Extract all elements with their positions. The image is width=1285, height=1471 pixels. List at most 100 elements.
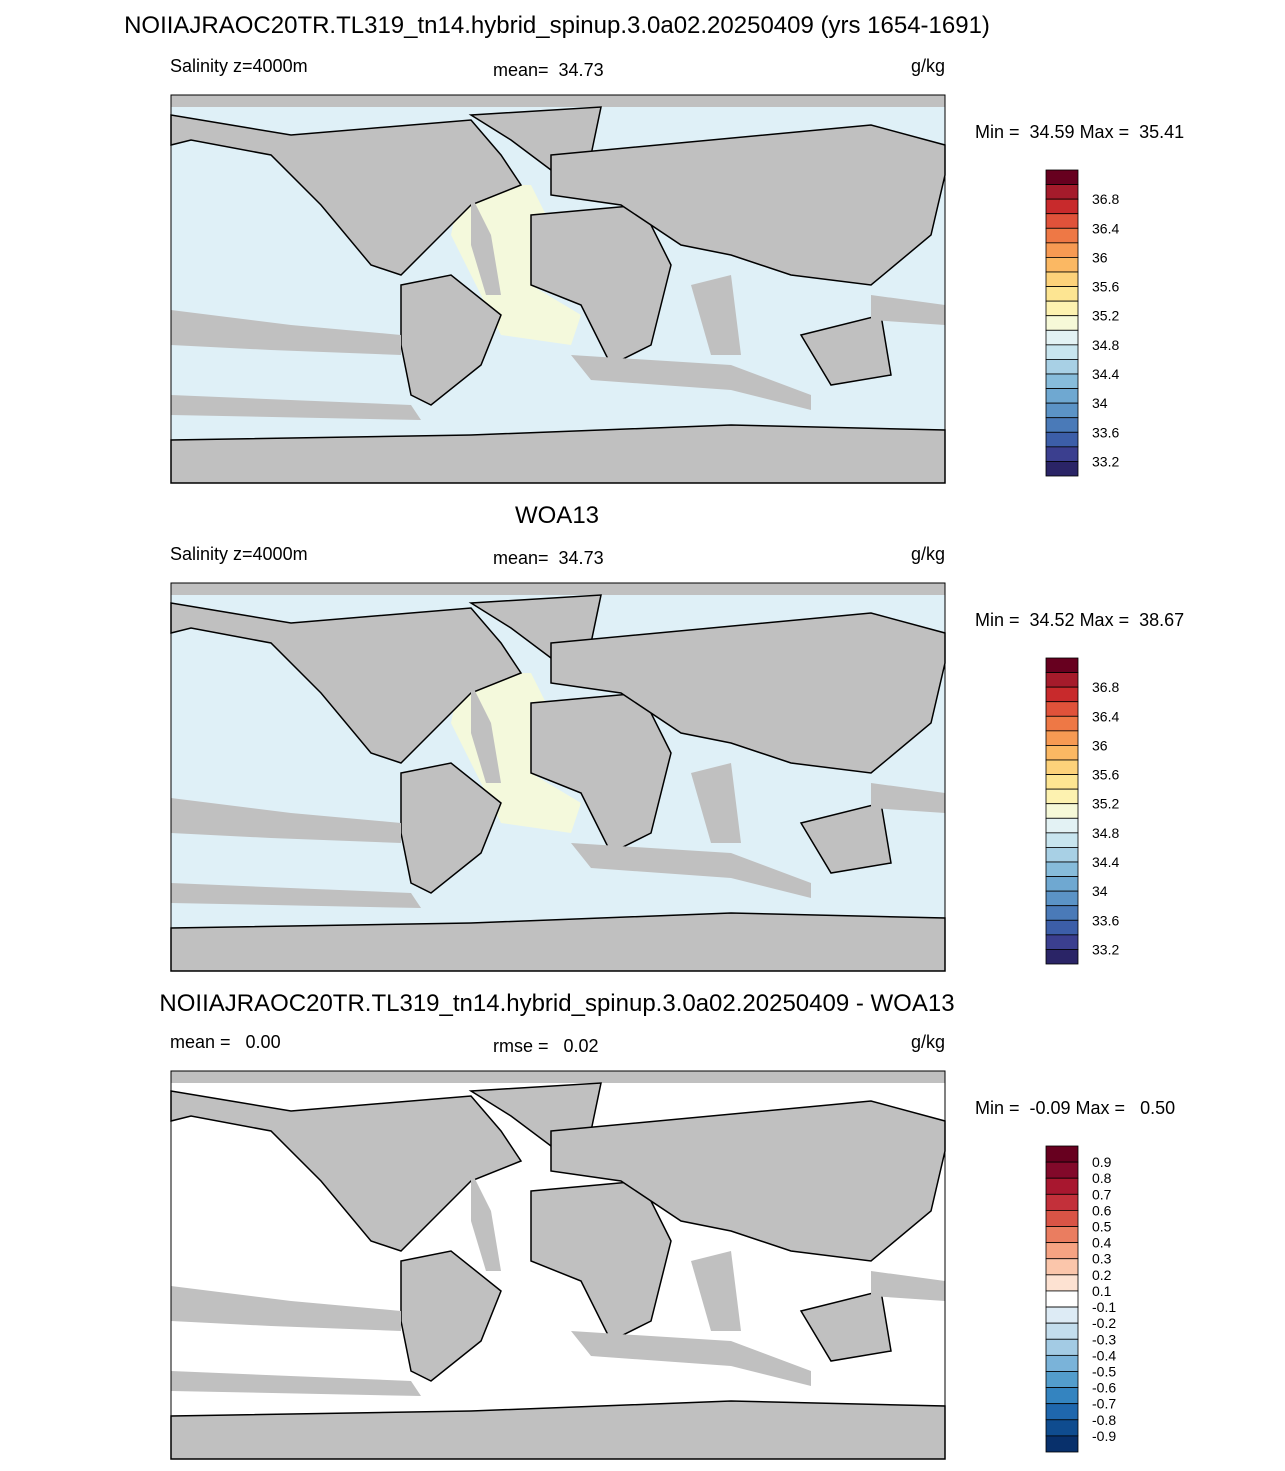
colorbar-label: 34.8 bbox=[1092, 337, 1119, 353]
units: g/kg bbox=[911, 56, 945, 76]
colorbar-box bbox=[1045, 1274, 1079, 1292]
colorbar-box bbox=[1045, 934, 1079, 950]
colorbar-label: 36.4 bbox=[1092, 220, 1119, 236]
panel-title: NOIIAJRAOC20TR.TL319_tn14.hybrid_spinup.… bbox=[159, 990, 954, 1017]
colorbar-label: -0.9 bbox=[1092, 1428, 1116, 1444]
colorbar-label: 0.8 bbox=[1092, 1170, 1112, 1186]
colorbar-label: 0.9 bbox=[1092, 1154, 1112, 1170]
colorbar-label: 35.2 bbox=[1092, 796, 1119, 812]
colorbar-box bbox=[1045, 832, 1079, 848]
colorbar-box bbox=[1045, 1371, 1079, 1388]
min-max: Min = 34.52 Max = 38.67 bbox=[975, 610, 1184, 630]
colorbar-box bbox=[1045, 657, 1079, 673]
left-label: mean = 0.00 bbox=[170, 1032, 281, 1052]
min-max: Min = 34.59 Max = 35.41 bbox=[975, 122, 1184, 142]
colorbar-box bbox=[1045, 686, 1079, 703]
colorbar-box bbox=[1045, 1306, 1079, 1324]
colorbar-label: 0.5 bbox=[1092, 1219, 1112, 1235]
colorbar-box bbox=[1045, 1387, 1079, 1405]
colorbar-box bbox=[1045, 745, 1079, 761]
panel-title: WOA13 bbox=[515, 502, 599, 529]
colorbar-box bbox=[1045, 461, 1079, 477]
colorbar-box bbox=[1045, 446, 1079, 462]
colorbar-box bbox=[1045, 1322, 1079, 1340]
colorbar-label: 35.6 bbox=[1092, 279, 1119, 295]
units: g/kg bbox=[911, 544, 945, 564]
colorbar-box bbox=[1045, 198, 1079, 215]
colorbar-box bbox=[1045, 1242, 1079, 1260]
colorbar-box bbox=[1045, 1435, 1079, 1453]
colorbar-box bbox=[1045, 759, 1079, 775]
colorbar-box bbox=[1045, 1258, 1079, 1276]
colorbar-label: -0.5 bbox=[1092, 1363, 1116, 1379]
colorbar-box bbox=[1045, 286, 1079, 302]
colorbar-label: 0.7 bbox=[1092, 1186, 1112, 1202]
colorbar-label: 33.6 bbox=[1092, 424, 1119, 440]
colorbar-box bbox=[1045, 1161, 1079, 1179]
colorbar-label: 34 bbox=[1092, 395, 1108, 411]
colorbar-box bbox=[1045, 169, 1079, 185]
colorbar-label: -0.1 bbox=[1092, 1299, 1116, 1315]
colorbar-box bbox=[1045, 715, 1079, 732]
colorbar-box bbox=[1045, 431, 1079, 448]
colorbar-box bbox=[1045, 1145, 1079, 1163]
colorbar-label: 33.2 bbox=[1092, 941, 1119, 957]
colorbar-box bbox=[1045, 919, 1079, 936]
colorbar-box bbox=[1045, 861, 1079, 877]
colorbar-box bbox=[1045, 1177, 1079, 1195]
colorbar-box bbox=[1045, 373, 1079, 389]
colorbar-box bbox=[1045, 1338, 1079, 1356]
colorbar-label: 33.2 bbox=[1092, 453, 1119, 469]
colorbar-box bbox=[1045, 184, 1079, 200]
colorbar-label: 0.3 bbox=[1092, 1251, 1112, 1267]
colorbar-label: -0.2 bbox=[1092, 1315, 1116, 1331]
colorbar-box bbox=[1045, 788, 1079, 805]
colorbar-label: 35.2 bbox=[1092, 308, 1119, 324]
colorbar-box bbox=[1045, 213, 1079, 229]
panel: NOIIAJRAOC20TR.TL319_tn14.hybrid_spinup.… bbox=[159, 990, 1175, 1460]
colorbar-box bbox=[1045, 730, 1079, 746]
colorbar-box bbox=[1045, 1403, 1079, 1421]
colorbar-label: -0.7 bbox=[1092, 1396, 1116, 1412]
center-label: mean= 34.73 bbox=[493, 548, 604, 568]
colorbar-box bbox=[1045, 1226, 1079, 1244]
colorbar-label: 0.1 bbox=[1092, 1283, 1112, 1299]
colorbar-box bbox=[1045, 271, 1079, 287]
map-frame bbox=[170, 1070, 946, 1460]
min-max: Min = -0.09 Max = 0.50 bbox=[975, 1098, 1175, 1118]
colorbar-label: 34.4 bbox=[1092, 854, 1119, 870]
units: g/kg bbox=[911, 1032, 945, 1052]
center-label: mean= 34.73 bbox=[493, 60, 604, 80]
colorbar-box bbox=[1045, 257, 1079, 273]
map bbox=[170, 1070, 946, 1460]
left-label: Salinity z=4000m bbox=[170, 544, 308, 564]
panels: NOIIAJRAOC20TR.TL319_tn14.hybrid_spinup.… bbox=[124, 12, 1184, 1460]
colorbar-box bbox=[1045, 1210, 1079, 1227]
colorbar-label: 36.8 bbox=[1092, 191, 1119, 207]
colorbar-label: 34 bbox=[1092, 883, 1108, 899]
panel: WOA13 Salinity z=4000m mean= 34.73 g/kg Min … bbox=[170, 502, 1184, 972]
colorbar-label: 0.2 bbox=[1092, 1267, 1112, 1283]
colorbar-label: 34.8 bbox=[1092, 825, 1119, 841]
colorbar-box bbox=[1045, 817, 1079, 834]
map-frame bbox=[170, 582, 946, 972]
left-label: Salinity z=4000m bbox=[170, 56, 308, 76]
colorbar-label: -0.8 bbox=[1092, 1412, 1116, 1428]
colorbar-box bbox=[1045, 1419, 1079, 1437]
colorbar-box bbox=[1045, 329, 1079, 346]
colorbar-box bbox=[1045, 847, 1079, 863]
colorbar-box bbox=[1045, 905, 1079, 921]
map bbox=[170, 94, 946, 484]
colorbar-label: 36.4 bbox=[1092, 708, 1119, 724]
colorbar-box bbox=[1045, 388, 1079, 404]
colorbar-box bbox=[1045, 344, 1079, 360]
colorbar-label: 33.6 bbox=[1092, 912, 1119, 928]
colorbar-box bbox=[1045, 701, 1079, 717]
colorbar-box bbox=[1045, 1290, 1079, 1308]
colorbar-box bbox=[1045, 774, 1079, 790]
colorbar-label: 36 bbox=[1092, 737, 1108, 753]
colorbar-label: -0.6 bbox=[1092, 1380, 1116, 1396]
panel: NOIIAJRAOC20TR.TL319_tn14.hybrid_spinup.… bbox=[124, 12, 1184, 484]
center-label: rmse = 0.02 bbox=[493, 1036, 599, 1056]
